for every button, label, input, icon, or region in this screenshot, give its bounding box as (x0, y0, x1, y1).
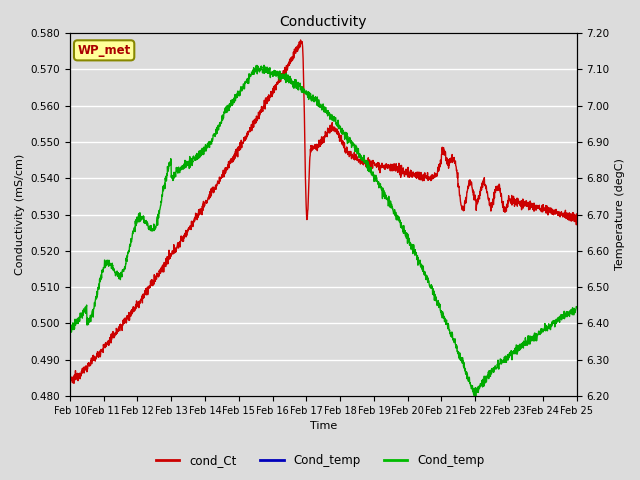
Text: WP_met: WP_met (77, 44, 131, 57)
X-axis label: Time: Time (310, 421, 337, 432)
Y-axis label: Conductivity (mS/cm): Conductivity (mS/cm) (15, 154, 25, 275)
Legend: cond_Ct, Cond_temp, Cond_temp: cond_Ct, Cond_temp, Cond_temp (151, 449, 489, 472)
Y-axis label: Temperature (degC): Temperature (degC) (615, 158, 625, 270)
Title: Conductivity: Conductivity (280, 15, 367, 29)
